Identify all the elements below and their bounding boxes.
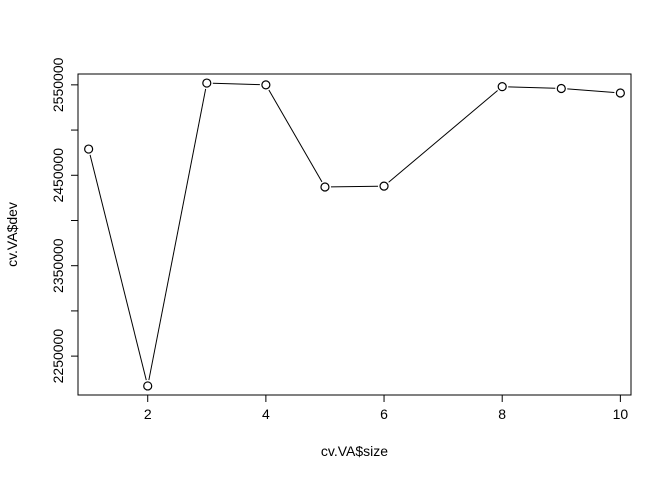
data-point	[202, 78, 212, 88]
series-segment	[567, 88, 615, 94]
data-point	[615, 88, 625, 98]
x-tick-label: 2	[144, 406, 152, 422]
series-group	[84, 78, 625, 391]
series-segment	[330, 185, 379, 188]
x-tick-label: 6	[380, 406, 388, 422]
series-segment	[212, 82, 260, 86]
y-tick-label: 2250000	[50, 329, 66, 384]
data-point	[261, 80, 271, 90]
x-tick-label: 10	[613, 406, 629, 422]
y-tick-label: 2450000	[50, 148, 66, 203]
x-axis-label: cv.VA$size	[321, 443, 388, 459]
data-point	[320, 182, 330, 192]
data-point	[143, 381, 153, 391]
data-point	[497, 82, 507, 92]
x-tick-label: 4	[262, 406, 270, 422]
series-segment	[388, 90, 498, 183]
data-point	[84, 144, 94, 154]
data-point	[556, 83, 566, 94]
series-segment	[268, 89, 323, 183]
series-segment	[508, 86, 556, 89]
y-tick-label: 2550000	[50, 57, 66, 112]
x-axis: 2 4 6 8 10	[144, 394, 629, 422]
plot-frame	[77, 73, 632, 396]
x-tick-label: 8	[498, 406, 506, 422]
y-axis: 2250000 2350000 2450000 2550000	[50, 57, 79, 384]
y-axis-label: cv.VA$dev	[4, 202, 20, 267]
y-tick-label: 2350000	[50, 238, 66, 293]
series-segment	[89, 154, 147, 381]
data-point	[379, 181, 389, 191]
series-segment	[148, 88, 207, 381]
